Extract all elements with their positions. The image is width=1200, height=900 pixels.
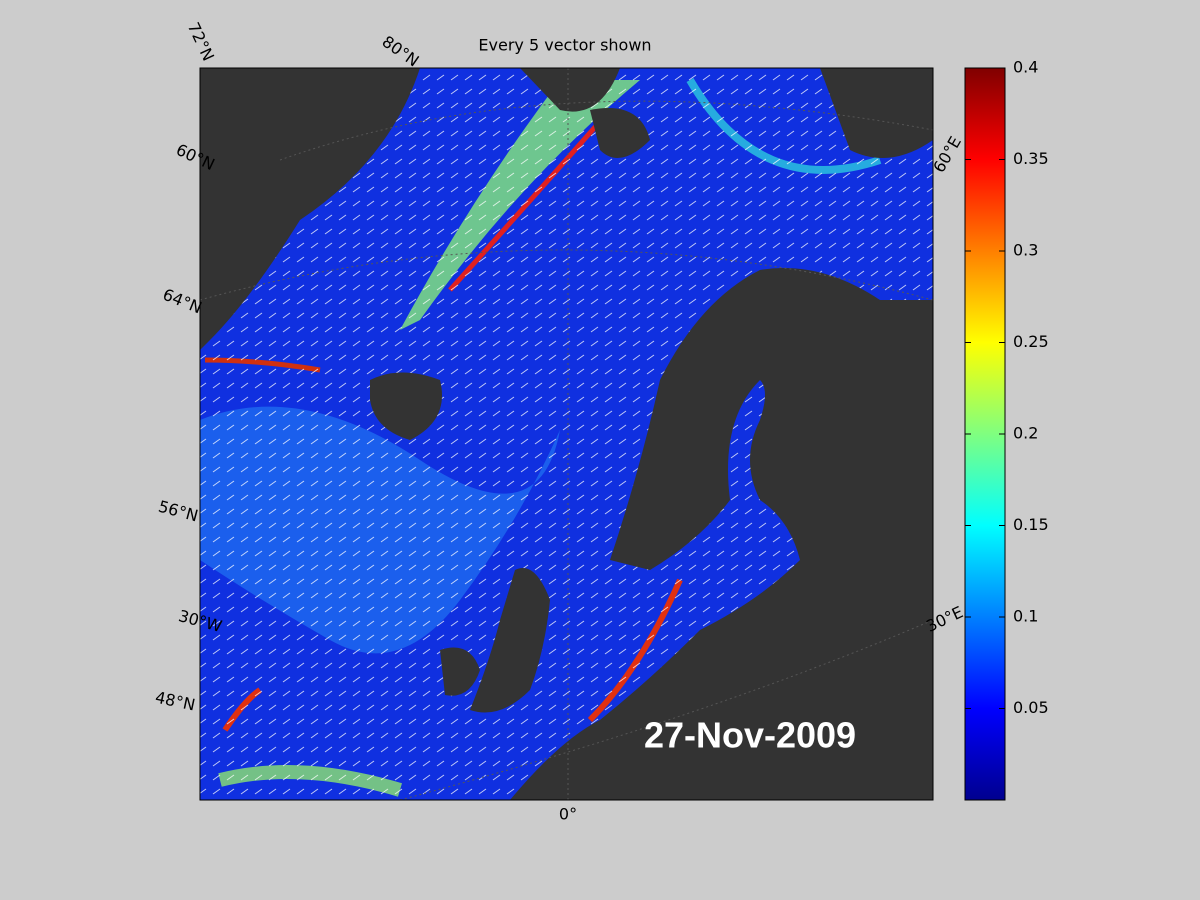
- colorbar-tick-label: 0.4: [1013, 58, 1038, 77]
- date-label: 27-Nov-2009: [644, 715, 856, 756]
- graticule-label: 48°N: [154, 688, 197, 715]
- colorbar-tick-label: 0.3: [1013, 241, 1038, 260]
- map: [200, 68, 933, 800]
- colorbar-tick-label: 0.25: [1013, 332, 1049, 351]
- graticule-label: 80°N: [379, 32, 423, 71]
- graticule-label: 60°E: [929, 133, 965, 176]
- colorbar-tick-label: 0.1: [1013, 607, 1038, 626]
- colorbar-tick-label: 0.05: [1013, 698, 1049, 717]
- colorbar-tick-label: 0.35: [1013, 149, 1049, 168]
- colorbar-axis: 0.05 0.1 0.15 0.2 0.25 0.3 0.35 0.4: [965, 58, 1049, 717]
- graticule-label: 64°N: [160, 285, 205, 318]
- colorbar-tick-label: 0.15: [1013, 515, 1049, 534]
- graticule: [200, 68, 933, 800]
- graticule-label: 0°: [559, 805, 577, 824]
- land: [200, 68, 933, 800]
- graticule-label: 72°N: [184, 19, 218, 64]
- colorbar-tick-label: 0.2: [1013, 424, 1038, 443]
- map-frame: [199, 67, 934, 801]
- graticule-label: 56°N: [156, 497, 200, 526]
- map-title: Every 5 vector shown: [478, 36, 651, 55]
